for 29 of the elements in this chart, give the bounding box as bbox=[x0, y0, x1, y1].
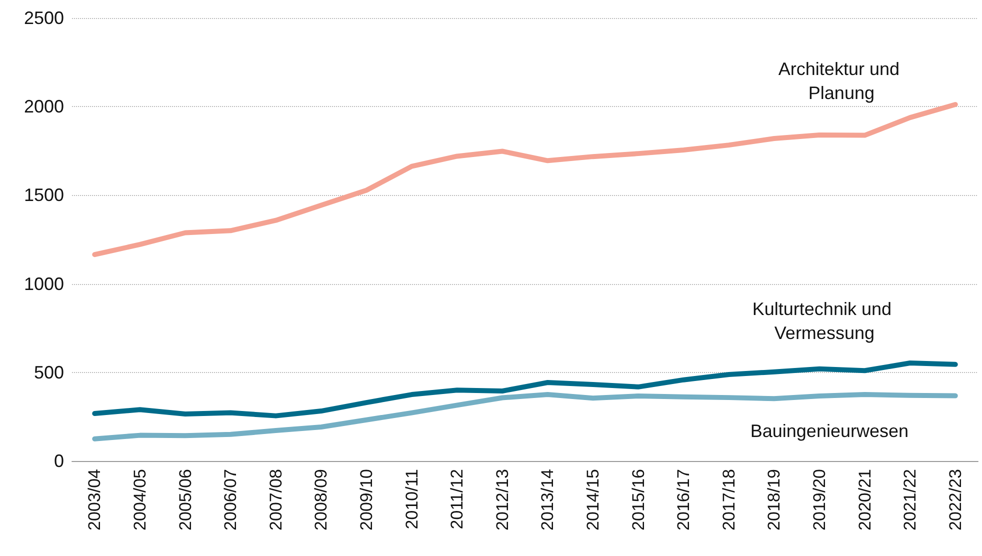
x-tick-label: 2004/05 bbox=[130, 469, 150, 530]
x-tick-label: 2017/18 bbox=[719, 469, 738, 530]
x-tick-label: 2007/08 bbox=[266, 469, 286, 530]
x-tick-label: 2013/14 bbox=[538, 469, 558, 530]
series-label: Kulturtechnik und Vermessung bbox=[752, 298, 896, 343]
y-tick-label: 1000 bbox=[24, 274, 64, 294]
x-tick-label: 2005/06 bbox=[176, 469, 195, 530]
x-tick-label: 2018/19 bbox=[764, 469, 784, 530]
x-tick-label: 2011/12 bbox=[448, 469, 467, 530]
y-tick-label: 1500 bbox=[24, 185, 64, 206]
x-tick-label: 2015/16 bbox=[628, 469, 648, 530]
x-tick-label: 2003/04 bbox=[85, 469, 104, 530]
x-tick-label: 2012/13 bbox=[492, 469, 512, 530]
series-label: Bauingenieurwesen bbox=[750, 420, 909, 441]
x-tick-label: 2009/10 bbox=[356, 469, 376, 530]
x-tick-label: 2022/23 bbox=[946, 469, 965, 530]
x-tick-label: 2010/11 bbox=[402, 469, 422, 530]
y-tick-label: 0 bbox=[54, 451, 64, 471]
x-tick-label: 2006/07 bbox=[221, 469, 240, 530]
y-tick-label: 2500 bbox=[24, 8, 64, 28]
x-tick-label: 2016/17 bbox=[674, 469, 694, 530]
series-label: Architektur und Planung bbox=[778, 58, 904, 103]
y-tick-label: 2000 bbox=[24, 96, 64, 117]
x-tick-label: 2008/09 bbox=[312, 469, 331, 530]
x-tick-label: 2020/21 bbox=[855, 469, 874, 530]
x-tick-label: 2014/15 bbox=[583, 469, 602, 530]
y-tick-label: 500 bbox=[34, 362, 64, 382]
x-tick-label: 2021/22 bbox=[900, 469, 920, 530]
x-tick-label: 2019/20 bbox=[810, 469, 829, 530]
